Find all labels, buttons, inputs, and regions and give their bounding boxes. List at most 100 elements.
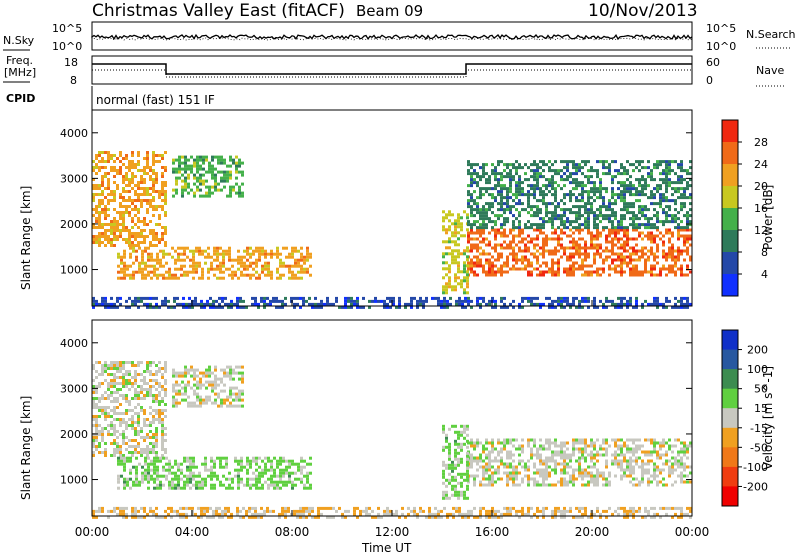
heatmap-cell	[635, 217, 638, 221]
heatmap-cell	[536, 471, 539, 475]
heatmap-cell	[132, 480, 135, 484]
heatmap-cell	[668, 169, 671, 173]
heatmap-cell	[98, 169, 101, 172]
heatmap-cell	[641, 187, 644, 191]
heatmap-cell	[199, 158, 202, 162]
heatmap-cell	[560, 187, 563, 191]
heatmap-cell	[494, 456, 497, 460]
heatmap-cell	[575, 199, 578, 203]
heatmap-cell	[590, 237, 593, 241]
heatmap-cell	[181, 167, 184, 171]
heatmap-cell	[156, 273, 159, 277]
heatmap-cell	[270, 255, 273, 259]
heatmap-cell	[470, 249, 473, 253]
heatmap-cell	[214, 173, 217, 177]
heatmap-cell	[527, 196, 530, 200]
heatmap-cell	[539, 438, 542, 442]
heatmap-cell	[178, 401, 181, 405]
heatmap-cell	[608, 214, 611, 218]
heatmap-cell	[249, 459, 252, 463]
heatmap-cell	[457, 222, 460, 226]
heatmap-cell	[686, 184, 689, 188]
heatmap-cell	[536, 169, 539, 173]
heatmap-cell	[674, 190, 677, 194]
heatmap-cell	[149, 166, 152, 169]
heatmap-cell	[506, 246, 509, 250]
heatmap-cell	[451, 285, 454, 289]
heatmap-cell	[226, 194, 229, 198]
heatmap-cell	[587, 270, 590, 274]
heatmap-cell	[451, 222, 454, 226]
heatmap-cell	[584, 252, 587, 256]
heatmap-cell	[252, 273, 255, 277]
heatmap-cell	[482, 444, 485, 448]
heatmap-cell	[677, 234, 680, 238]
heatmap-cell	[158, 421, 161, 424]
heatmap-cell	[149, 202, 152, 205]
heatmap-cell	[680, 178, 683, 182]
heatmap-cell	[134, 382, 137, 385]
heatmap-cell	[515, 172, 518, 176]
heatmap-cell	[131, 235, 134, 238]
heatmap-cell	[101, 436, 104, 439]
heatmap-cell	[551, 193, 554, 197]
heatmap-cell	[128, 418, 131, 421]
heatmap-cell	[123, 270, 126, 274]
heatmap-cell	[581, 471, 584, 475]
heatmap-cell	[177, 465, 180, 469]
heatmap-cell	[476, 258, 479, 262]
heatmap-cell	[134, 175, 137, 178]
heatmap-cell	[659, 456, 662, 460]
heatmap-cell	[128, 232, 131, 235]
heatmap-cell	[485, 226, 488, 230]
heatmap-cell	[164, 409, 167, 412]
heatmap-cell	[665, 252, 668, 256]
heatmap-cell	[294, 258, 297, 262]
heatmap-cell	[92, 442, 95, 445]
heatmap-cell	[674, 438, 677, 442]
heatmap-cell	[119, 235, 122, 238]
heatmap-cell	[587, 465, 590, 469]
heatmap-cell	[608, 231, 611, 235]
heatmap-cell	[155, 427, 158, 430]
heatmap-cell	[494, 178, 497, 182]
heatmap-cell	[156, 486, 159, 490]
heatmap-cell	[110, 391, 113, 394]
heatmap-cell	[252, 249, 255, 253]
heatmap-cell	[683, 240, 686, 244]
heatmap-cell	[229, 395, 232, 399]
heatmap-cell	[178, 167, 181, 171]
heatmap-cell	[161, 238, 164, 241]
heatmap-cell	[143, 388, 146, 391]
heatmap-cell	[506, 205, 509, 209]
heatmap-cell	[116, 388, 119, 391]
heatmap-cell	[560, 175, 563, 179]
heatmap-cell	[457, 463, 460, 467]
heatmap-cell	[188, 302, 191, 306]
heatmap-cell	[689, 444, 692, 448]
heatmap-cell	[104, 235, 107, 238]
heatmap-cell	[134, 406, 137, 409]
heatmap-cell	[149, 169, 152, 172]
heatmap-cell	[116, 364, 119, 367]
heatmap-cell	[569, 208, 572, 212]
heatmap-cell	[164, 433, 167, 436]
heatmap-cell	[104, 442, 107, 445]
heatmap-cell	[146, 418, 149, 421]
heatmap-cell	[476, 228, 479, 232]
heatmap-cell	[208, 185, 211, 189]
heatmap-cell	[125, 397, 128, 400]
heatmap-cell	[656, 441, 659, 445]
heatmap-cell	[521, 255, 524, 259]
heatmap-cell	[279, 459, 282, 463]
heatmap-cell	[350, 296, 353, 300]
heatmap-cell	[219, 456, 222, 460]
heatmap-cell	[221, 305, 224, 309]
heatmap-cell	[662, 193, 665, 197]
heatmap-cell	[596, 438, 599, 442]
heatmap-cell	[156, 258, 159, 262]
heatmap-cell	[590, 444, 593, 448]
heatmap-cell	[306, 249, 309, 253]
heatmap-cell	[536, 175, 539, 179]
heatmap-cell	[650, 169, 653, 173]
